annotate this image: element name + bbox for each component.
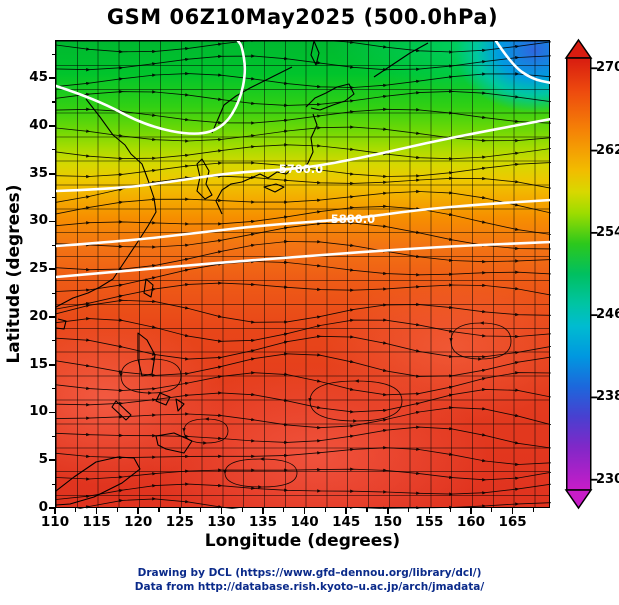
x-tick-label: 140 xyxy=(290,514,319,530)
y-minor-tick xyxy=(51,53,55,55)
x-minor-tick xyxy=(324,508,326,512)
x-tick-label: 135 xyxy=(248,514,278,530)
x-tick-label: 115 xyxy=(82,514,111,530)
x-major-tick xyxy=(220,508,223,514)
y-major-tick xyxy=(49,363,55,366)
x-axis-title: Longitude (degrees) xyxy=(204,531,401,551)
y-major-tick xyxy=(49,172,55,175)
y-major-tick xyxy=(49,507,55,509)
x-minor-tick xyxy=(75,508,77,512)
x-minor-tick xyxy=(366,508,368,512)
x-major-tick xyxy=(345,508,347,514)
y-major-tick xyxy=(49,125,55,127)
x-major-tick xyxy=(262,508,264,514)
x-tick-label: 145 xyxy=(332,514,361,530)
colorbar xyxy=(564,38,598,510)
y-tick-label: 20 xyxy=(29,307,48,324)
x-minor-tick xyxy=(116,508,118,512)
y-tick-label: 25 xyxy=(29,260,48,277)
colorbar-tick-label: 230 xyxy=(596,471,619,487)
y-minor-tick xyxy=(51,244,55,246)
x-tick-label: 165 xyxy=(498,514,527,530)
x-major-tick xyxy=(470,508,472,514)
y-minor-tick xyxy=(51,101,55,103)
y-minor-tick xyxy=(51,483,55,485)
y-minor-tick xyxy=(51,388,55,390)
y-major-tick xyxy=(49,411,55,414)
y-major-tick xyxy=(49,77,55,79)
x-minor-tick xyxy=(532,508,534,512)
y-tick-label: 15 xyxy=(29,355,48,372)
y-tick-label: 5 xyxy=(38,451,48,468)
colorbar-tick-label: 270 xyxy=(596,60,619,76)
colorbar-tick-label: 254 xyxy=(596,224,619,240)
y-major-tick xyxy=(49,459,55,462)
y-tick-label: 45 xyxy=(29,69,48,86)
x-tick-label: 130 xyxy=(207,514,236,530)
x-tick-label: 150 xyxy=(373,514,402,530)
colorbar-tick-label: 238 xyxy=(596,389,619,405)
x-major-tick xyxy=(428,508,431,514)
credits: Drawing by DCL (https://www.gfd–dennou.o… xyxy=(0,567,619,595)
x-minor-tick xyxy=(407,508,410,512)
colorbar-bottom-arrow xyxy=(564,489,593,510)
x-minor-tick xyxy=(158,508,160,512)
x-major-tick xyxy=(178,508,181,514)
x-tick-label: 110 xyxy=(40,514,70,530)
y-minor-tick xyxy=(51,292,55,294)
x-major-tick xyxy=(137,508,139,514)
credit-line-1: Drawing by DCL (https://www.gfd–dennou.o… xyxy=(137,567,482,579)
y-minor-tick xyxy=(51,340,55,342)
x-tick-label: 125 xyxy=(165,514,194,530)
y-minor-tick xyxy=(51,435,55,437)
y-minor-tick xyxy=(51,196,55,199)
x-major-tick xyxy=(303,508,306,514)
chart-title: GSM 06Z10May2025 (500.0hPa) xyxy=(106,5,499,29)
y-major-tick xyxy=(49,316,55,318)
y-tick-label: 10 xyxy=(29,403,48,420)
y-major-tick xyxy=(49,220,55,223)
x-major-tick xyxy=(511,508,514,514)
y-tick-label: 0 xyxy=(38,499,48,515)
x-major-tick xyxy=(95,508,98,514)
y-tick-label: 30 xyxy=(29,212,48,229)
x-tick-label: 160 xyxy=(456,514,486,530)
latlon-grid xyxy=(56,41,549,507)
x-tick-label: 155 xyxy=(415,514,444,530)
map-plot-area: 5700.0 5880.0 xyxy=(55,40,551,509)
x-major-tick xyxy=(386,508,389,514)
colorbar-body xyxy=(566,57,592,491)
x-minor-tick xyxy=(491,508,493,512)
x-minor-tick xyxy=(199,508,202,512)
x-minor-tick xyxy=(449,508,451,512)
x-minor-tick xyxy=(283,508,285,512)
y-tick-label: 40 xyxy=(29,116,48,133)
colorbar-top-arrow xyxy=(564,38,593,59)
y-tick-label: 35 xyxy=(29,164,48,181)
x-minor-tick xyxy=(241,508,243,512)
credit-line-2: Data from http://database.rish.kyoto–u.a… xyxy=(134,580,485,593)
x-tick-label: 120 xyxy=(124,514,153,530)
x-major-tick xyxy=(54,508,56,514)
colorbar-tick-label: 262 xyxy=(596,142,619,158)
y-minor-tick xyxy=(51,149,55,151)
colorbar-tick-label: 246 xyxy=(596,307,619,323)
y-major-tick xyxy=(49,268,55,271)
